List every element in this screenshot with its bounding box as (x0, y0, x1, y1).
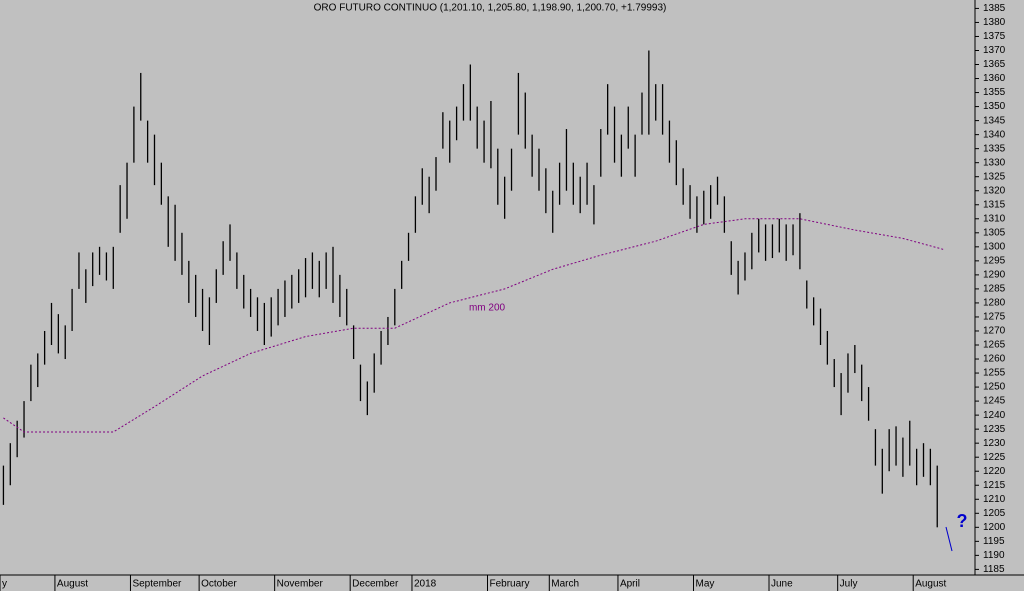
moving-average-label: mm 200 (469, 303, 506, 314)
forecast-line (945, 526, 953, 552)
y-tick-label: 1335 (983, 143, 1006, 154)
y-tick-label: 1325 (983, 171, 1006, 182)
moving-average-line (3, 218, 945, 433)
y-tick-label: 1205 (983, 508, 1006, 519)
y-tick-label: 1260 (983, 354, 1006, 365)
x-tick-label: July (840, 579, 858, 590)
y-tick-label: 1190 (983, 550, 1005, 561)
x-tick-label: August (915, 579, 946, 590)
y-tick-label: 1315 (983, 199, 1006, 210)
annotation: ? (957, 511, 968, 531)
y-tick-label: 1245 (983, 396, 1006, 407)
y-tick-label: 1295 (983, 255, 1006, 266)
y-tick-label: 1290 (983, 270, 1006, 281)
y-tick-label: 1210 (983, 494, 1006, 505)
x-tick-label: November (277, 579, 324, 590)
y-tick-label: 1240 (983, 410, 1006, 421)
y-tick-label: 1370 (983, 45, 1006, 56)
x-tick-label: 2018 (414, 579, 437, 590)
x-tick-label: August (57, 579, 88, 590)
x-tick-label: May (695, 579, 714, 590)
y-tick-label: 1200 (983, 522, 1006, 533)
y-tick-label: 1265 (983, 340, 1006, 351)
y-tick-label: 1195 (983, 536, 1005, 547)
y-tick-label: 1330 (983, 157, 1006, 168)
y-tick-label: 1340 (983, 129, 1006, 140)
y-tick-label: 1300 (983, 241, 1006, 252)
x-tick-label: October (201, 579, 237, 590)
y-tick-label: 1235 (983, 424, 1006, 435)
x-tick-label: December (352, 579, 399, 590)
x-tick-label: February (490, 579, 530, 590)
y-tick-label: 1275 (983, 312, 1006, 323)
y-tick-label: 1185 (983, 564, 1005, 575)
chart-title: ORO FUTURO CONTINUO (1,201.10, 1,205.80,… (314, 3, 667, 14)
y-tick-label: 1355 (983, 87, 1006, 98)
y-tick-label: 1305 (983, 227, 1006, 238)
y-tick-label: 1220 (983, 466, 1006, 477)
y-tick-label: 1280 (983, 298, 1006, 309)
x-tick-label: March (551, 579, 579, 590)
x-tick-label: September (132, 579, 182, 590)
y-tick-label: 1215 (983, 480, 1006, 491)
x-tick-label: June (771, 579, 793, 590)
x-tick-label: y (2, 579, 7, 590)
y-tick-label: 1230 (983, 438, 1006, 449)
y-tick-label: 1285 (983, 284, 1006, 295)
y-tick-label: 1345 (983, 115, 1006, 126)
y-tick-label: 1320 (983, 185, 1006, 196)
y-tick-label: 1380 (983, 17, 1006, 28)
y-tick-label: 1250 (983, 382, 1006, 393)
y-tick-label: 1225 (983, 452, 1006, 463)
y-tick-label: 1375 (983, 31, 1006, 42)
y-tick-label: 1270 (983, 326, 1006, 337)
y-tick-label: 1255 (983, 368, 1006, 379)
y-tick-label: 1365 (983, 59, 1006, 70)
y-tick-label: 1360 (983, 73, 1006, 84)
y-tick-label: 1310 (983, 213, 1006, 224)
y-tick-label: 1385 (983, 3, 1006, 14)
x-tick-label: April (620, 579, 640, 590)
y-tick-label: 1350 (983, 101, 1006, 112)
